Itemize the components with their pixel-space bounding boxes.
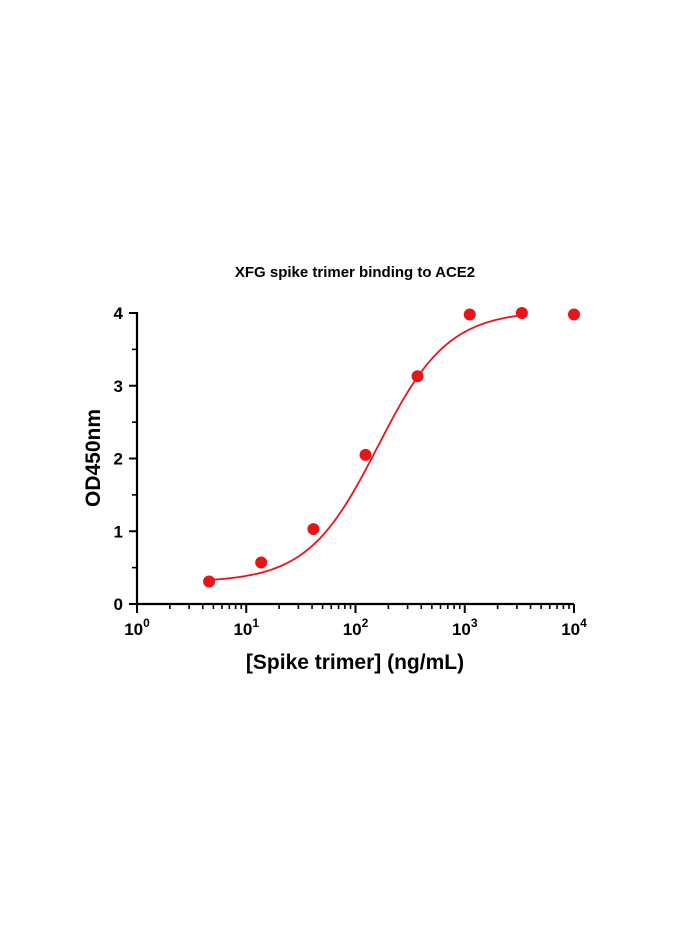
x-tick-label: 103 [452,616,478,639]
fit-curve [209,314,522,581]
plot-area [203,307,580,588]
y-axis-label: OD450nm [82,409,105,507]
data-point [307,523,320,536]
data-point [515,307,528,319]
data-point [568,308,580,321]
y-tick-label: 3 [114,377,123,396]
y-tick-label: 0 [114,595,123,614]
y-tick-label: 2 [114,450,123,469]
y-axis: 0 1 2 3 4 [114,304,139,614]
y-ticks: 0 1 2 3 4 [114,304,137,614]
data-point [203,575,216,588]
x-axis: 100 101 102 103 104 [124,602,587,639]
data-point [255,556,268,569]
x-tick-label: 102 [343,616,369,639]
x-tick-label: 101 [233,616,259,639]
chart-title: XFG spike trimer binding to ACE2 [235,264,475,281]
x-axis-label: [Spike trimer] (ng/mL) [246,651,464,674]
x-ticks: 100 101 102 103 104 [124,604,587,639]
data-point [463,308,476,321]
data-point [411,370,424,383]
x-tick-label: 104 [561,616,587,639]
x-tick-label: 100 [124,616,150,639]
y-tick-label: 4 [114,304,124,323]
y-tick-label: 1 [114,522,123,541]
data-point [359,448,372,461]
